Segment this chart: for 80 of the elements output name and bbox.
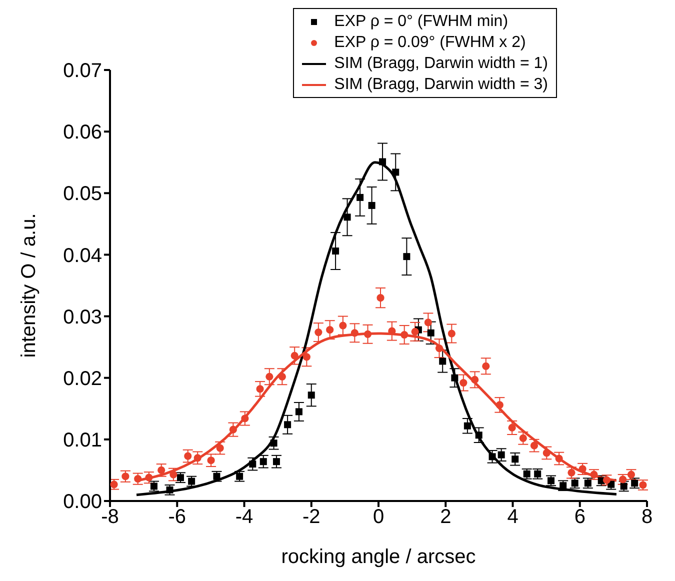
point: [158, 466, 166, 474]
point: [229, 426, 237, 434]
point: [424, 318, 432, 326]
point: [256, 385, 264, 393]
point: [403, 253, 410, 260]
point: [471, 376, 479, 384]
point: [308, 392, 315, 399]
point: [302, 353, 310, 361]
point: [542, 449, 550, 457]
point: [207, 456, 215, 464]
y-tick-label: 0.01: [63, 430, 102, 452]
x-tick-label: 2: [440, 506, 452, 528]
point: [508, 424, 516, 432]
x-tick-label: -4: [235, 506, 254, 528]
point: [339, 322, 347, 330]
x-tick-label: 4: [507, 506, 518, 528]
y-tick-label: 0.02: [63, 368, 102, 390]
point: [482, 362, 490, 370]
point: [272, 458, 280, 466]
point: [260, 458, 267, 466]
point: [400, 330, 408, 339]
point: [555, 454, 563, 462]
x-tick-label: -2: [302, 506, 320, 528]
point: [290, 352, 298, 360]
point: [435, 344, 444, 352]
point: [392, 168, 400, 176]
legend-label: SIM (Bragg, Darwin width = 3): [334, 75, 548, 95]
point: [475, 432, 482, 439]
point: [249, 460, 256, 468]
point: [530, 442, 538, 450]
x-tick-label: -8: [101, 506, 119, 528]
point: [519, 434, 527, 442]
point: [439, 358, 446, 365]
point: [578, 465, 586, 473]
x-tick-label: 8: [641, 506, 653, 528]
point: [350, 329, 358, 337]
point: [344, 214, 351, 221]
point: [448, 330, 456, 338]
point: [270, 440, 278, 447]
point: [216, 444, 224, 452]
point: [376, 294, 384, 302]
point: [278, 372, 286, 380]
legend-label: SIM (Bragg, Darwin width = 1): [334, 54, 548, 74]
y-axis-title: intensity O / a.u.: [18, 213, 40, 358]
point: [427, 329, 434, 336]
y-tick-label: 0.00: [63, 491, 102, 514]
point: [332, 248, 340, 255]
point: [488, 453, 496, 460]
point: [368, 202, 376, 209]
point: [295, 408, 302, 416]
point: [460, 378, 468, 387]
point: [314, 328, 322, 336]
y-tick-label: 0.03: [63, 306, 102, 328]
point: [411, 328, 419, 336]
point: [464, 422, 471, 430]
point: [496, 401, 504, 409]
point: [266, 372, 274, 380]
point: [184, 452, 192, 460]
y-tick-label: 0.05: [63, 183, 102, 206]
y-tick-label: 0.07: [63, 60, 102, 82]
point: [379, 158, 386, 166]
point: [170, 470, 178, 478]
x-tick-label: 6: [574, 506, 586, 528]
x-axis-title: rocking angle / arcsec: [281, 546, 476, 568]
x-tick-label: 0: [372, 506, 384, 528]
y-tick-label: 0.06: [63, 122, 102, 144]
x-tick-label: -6: [168, 506, 186, 528]
point: [498, 451, 505, 458]
point: [512, 456, 519, 463]
point: [364, 330, 372, 338]
point: [284, 421, 292, 428]
point: [451, 374, 458, 382]
point: [568, 468, 576, 476]
point: [356, 194, 364, 201]
legend-label: EXP ρ = 0° (FWHM min): [334, 12, 508, 32]
y-tick-label: 0.04: [63, 244, 102, 267]
point: [241, 414, 249, 422]
legend-label: EXP ρ = 0.09° (FWHM x 2): [334, 33, 526, 53]
point: [194, 454, 202, 462]
point: [326, 326, 334, 334]
